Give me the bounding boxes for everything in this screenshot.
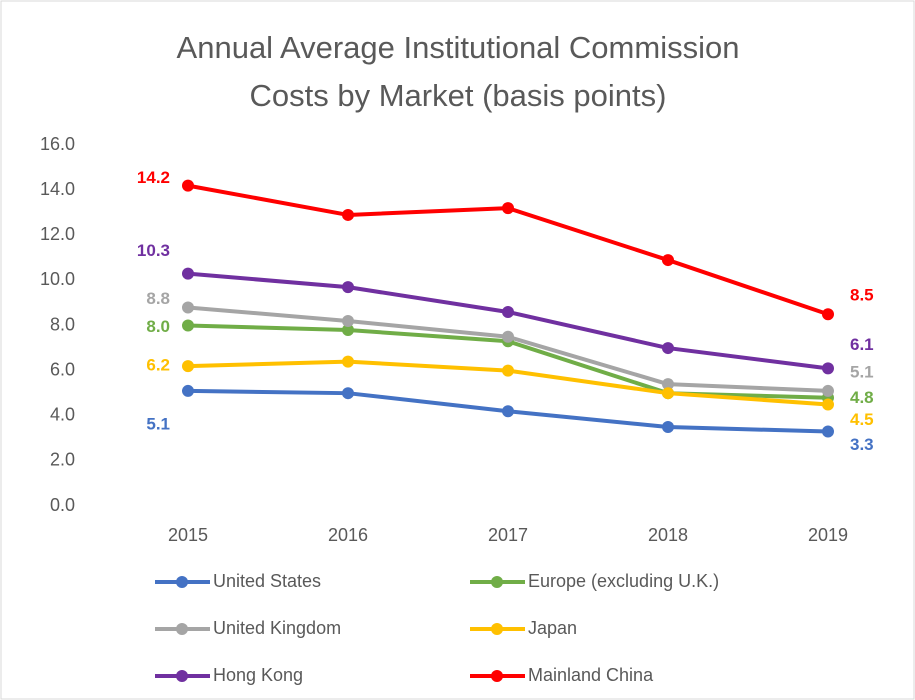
data-point: [822, 384, 834, 397]
data-point: [342, 324, 354, 337]
data-point: [182, 267, 194, 280]
data-point: [662, 254, 674, 267]
data-point: [822, 362, 834, 375]
x-tick-label: 2017: [488, 525, 528, 545]
data-point: [502, 202, 514, 215]
data-label: 6.1: [850, 335, 874, 354]
legend-label: Mainland China: [528, 665, 654, 685]
x-tick-label: 2018: [648, 525, 688, 545]
x-tick-label: 2015: [168, 525, 208, 545]
data-label: 14.2: [137, 168, 170, 187]
data-point: [502, 405, 514, 418]
x-tick-label: 2019: [808, 525, 848, 545]
data-point: [822, 398, 834, 411]
y-tick-label: 0.0: [50, 495, 75, 515]
data-point: [502, 305, 514, 318]
y-tick-label: 4.0: [50, 405, 75, 425]
data-point: [182, 319, 194, 332]
data-point: [342, 387, 354, 400]
data-label: 8.5: [850, 286, 874, 305]
chart-title: Costs by Market (basis points): [250, 78, 667, 113]
y-tick-label: 14.0: [40, 179, 75, 199]
data-label: 5.1: [850, 362, 874, 381]
y-tick-label: 10.0: [40, 269, 75, 289]
x-tick-label: 2016: [328, 525, 368, 545]
data-label: 4.8: [850, 388, 874, 407]
data-point: [342, 208, 354, 221]
data-point: [502, 330, 514, 343]
data-point: [822, 425, 834, 438]
data-point: [822, 308, 834, 321]
data-label: 10.3: [137, 241, 170, 260]
legend-marker: [176, 576, 188, 588]
data-point: [342, 355, 354, 368]
data-label: 3.3: [850, 435, 874, 454]
legend-label: Europe (excluding U.K.): [528, 571, 719, 591]
data-label: 4.5: [850, 410, 874, 429]
data-point: [342, 314, 354, 327]
data-label: 5.1: [146, 414, 170, 433]
data-point: [182, 360, 194, 373]
data-label: 8.0: [146, 317, 170, 336]
chart-title: Annual Average Institutional Commission: [177, 30, 740, 65]
data-label: 6.2: [146, 356, 170, 375]
data-point: [182, 384, 194, 397]
data-point: [182, 301, 194, 314]
y-tick-label: 2.0: [50, 450, 75, 470]
data-point: [182, 179, 194, 192]
data-point: [662, 387, 674, 400]
data-label: 8.8: [146, 289, 170, 308]
y-tick-label: 6.0: [50, 359, 75, 379]
y-tick-label: 16.0: [40, 134, 75, 154]
legend-marker: [176, 670, 188, 682]
y-tick-label: 12.0: [40, 224, 75, 244]
data-point: [342, 281, 354, 294]
legend-label: United Kingdom: [213, 618, 341, 638]
legend-marker: [491, 670, 503, 682]
legend-marker: [491, 623, 503, 635]
legend-label: Japan: [528, 618, 577, 638]
legend-label: Hong Kong: [213, 665, 303, 685]
y-tick-label: 8.0: [50, 314, 75, 334]
data-point: [662, 342, 674, 355]
data-point: [502, 364, 514, 377]
legend-marker: [491, 576, 503, 588]
legend-marker: [176, 623, 188, 635]
legend-label: United States: [213, 571, 321, 591]
data-point: [662, 378, 674, 391]
data-point: [662, 421, 674, 434]
